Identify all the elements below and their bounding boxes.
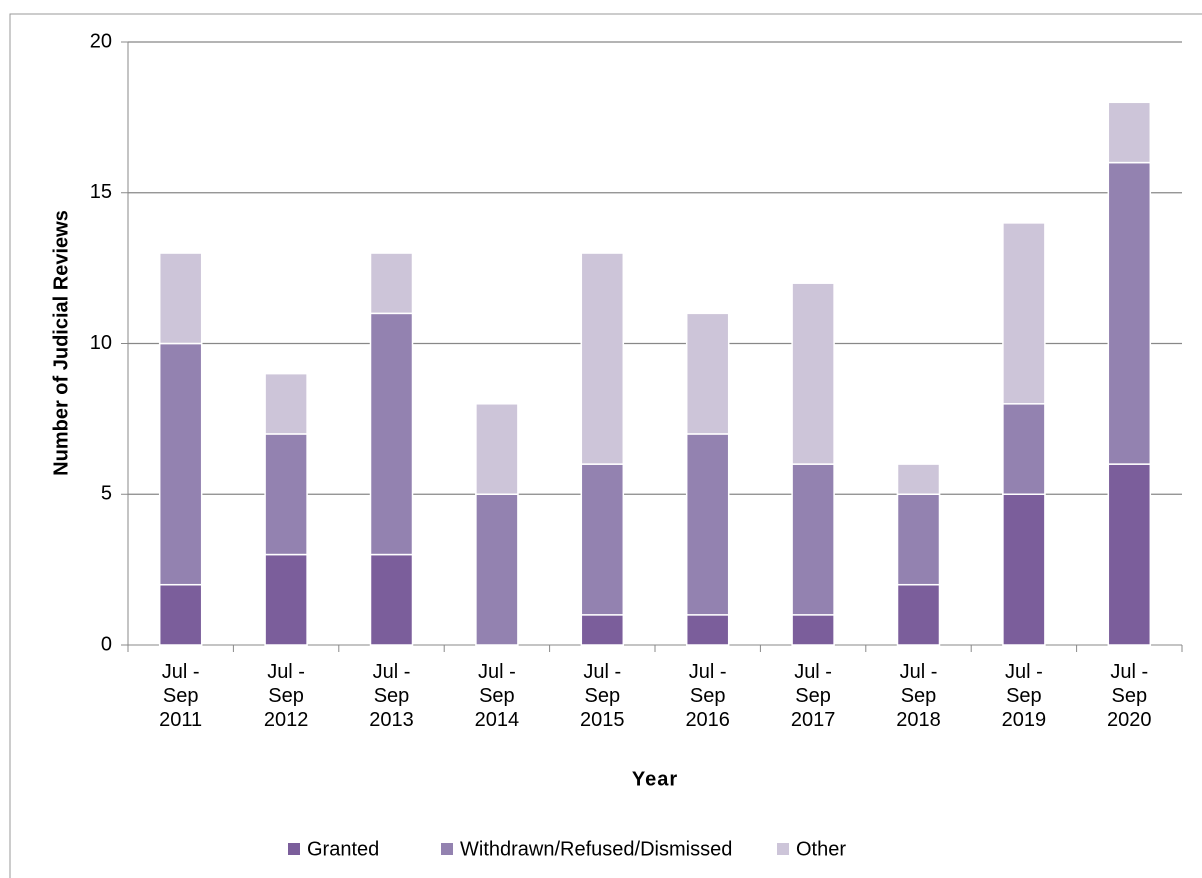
legend-swatch (777, 843, 789, 855)
bar-segment (158, 252, 203, 345)
legend-label: Other (796, 838, 846, 860)
bar-segment (158, 342, 203, 586)
x-tick-label: Jul - Sep 2019 (1001, 661, 1047, 731)
bar-segment (580, 463, 625, 616)
y-tick-label: 15 (90, 181, 112, 203)
bar-segment (896, 493, 941, 586)
bar-segment (1107, 161, 1152, 465)
x-tick-label: Jul - Sep 2014 (474, 661, 520, 731)
x-tick-label: Jul - Sep 2011 (159, 661, 203, 731)
bar-segment (580, 614, 625, 646)
bar-segment (158, 583, 203, 646)
bar-segment (896, 463, 941, 496)
bar-segment (369, 553, 414, 646)
bar-segment (791, 282, 835, 465)
bar-segment (1002, 222, 1046, 405)
legend-swatch (288, 843, 300, 855)
x-tick-label: Jul - Sep 2018 (896, 661, 941, 731)
bar-segment (685, 312, 730, 435)
legend-swatch (441, 843, 453, 855)
bar-segment (264, 553, 308, 646)
bar-segment (369, 312, 414, 556)
bar-segment (264, 372, 308, 435)
x-axis-label: Year (632, 768, 678, 790)
x-tick-label: Jul - Sep 2013 (369, 661, 414, 731)
y-axis-label: Number of Judicial Reviews (50, 210, 72, 476)
bar-segment (1107, 463, 1152, 646)
y-tick-label: 10 (90, 332, 112, 354)
y-tick-label: 5 (101, 483, 112, 505)
legend-label: Granted (307, 838, 379, 860)
bar-segment (791, 614, 835, 646)
bar-segment (580, 252, 625, 465)
legend-label: Withdrawn/Refused/Dismissed (460, 838, 732, 860)
x-tick-label: Jul - Sep 2017 (790, 661, 836, 731)
bar-segment (369, 252, 414, 315)
bar-segment (791, 463, 835, 616)
x-tick-label: Jul - Sep 2016 (685, 661, 730, 731)
bar-segment (1107, 101, 1152, 164)
x-tick-label: Jul - Sep 2012 (263, 661, 309, 731)
bar-segment (896, 583, 941, 646)
x-tick-label: Jul - Sep 2015 (580, 661, 625, 731)
frame (9, 13, 1202, 878)
y-tick-label: 20 (90, 30, 112, 52)
bar-segment (1002, 493, 1046, 646)
bar-segment (1002, 403, 1046, 495)
bar-segment (685, 614, 730, 646)
y-tick-label: 0 (101, 633, 112, 655)
x-tick-label: Jul - Sep 2020 (1107, 661, 1152, 731)
bar-segment (475, 403, 519, 495)
bar-segment (264, 433, 308, 556)
bar-segment (685, 433, 730, 616)
bar-segment (475, 493, 519, 646)
